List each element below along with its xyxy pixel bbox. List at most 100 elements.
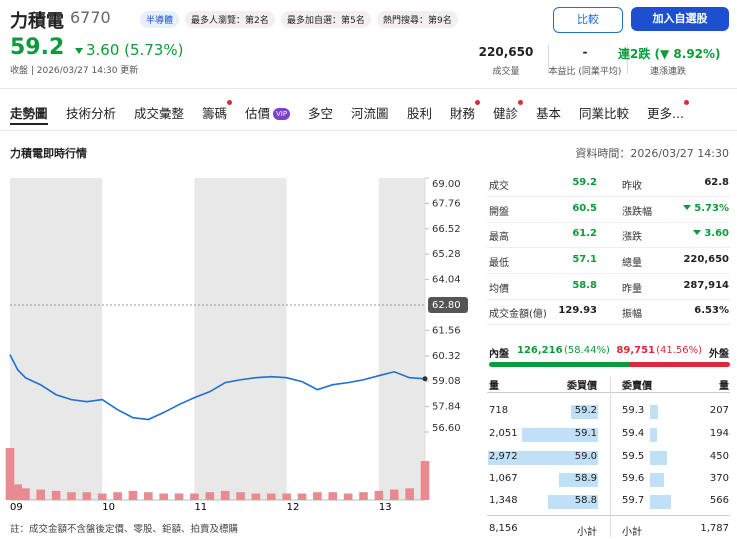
quote-cell: 均價	[489, 284, 509, 295]
ask-bar	[650, 428, 658, 442]
bid-price: 58.8	[574, 495, 597, 506]
stat-value: 220,650	[478, 45, 534, 59]
tab-label[interactable]: 籌碼	[202, 106, 228, 121]
change: 3.60 (5.73%)	[75, 41, 184, 59]
tab[interactable]: 健診	[493, 100, 524, 122]
outer-label: 外盤	[709, 349, 729, 360]
bid-qty: 718	[489, 405, 509, 416]
bid-price: 58.9	[574, 473, 597, 484]
volume-bar	[359, 492, 368, 500]
stat-label: 本益比 (同業平均)	[548, 67, 622, 77]
volume-bar	[174, 493, 184, 500]
tab-label[interactable]: 成交彙整	[134, 106, 185, 121]
ask-qty: 370	[709, 473, 729, 484]
tab-label[interactable]: 走勢圖	[10, 106, 48, 121]
tag: 最多人瀏覽：第2名	[185, 11, 275, 28]
quote-value: 3.60	[704, 228, 729, 239]
tab-label[interactable]: 同業比較	[579, 106, 630, 121]
quote-cell: 57.1	[572, 254, 597, 265]
divider	[487, 515, 730, 516]
volume-bar	[190, 493, 199, 500]
ask-bar	[650, 405, 658, 419]
bid-price: 59.1	[574, 428, 597, 439]
outer-value: 89,751	[616, 345, 655, 356]
tab-label[interactable]: 河流圖	[351, 106, 389, 121]
hour-band	[10, 178, 103, 500]
stock-code: 6770	[70, 8, 111, 27]
tab[interactable]: 技術分析	[66, 103, 116, 122]
tab[interactable]: 基本	[536, 103, 561, 122]
tab[interactable]: 河流圖	[351, 103, 389, 122]
tab[interactable]: 成交彙整	[134, 103, 184, 122]
volume-bar	[205, 492, 215, 500]
last-point	[422, 376, 428, 382]
tab-label[interactable]: 健診	[493, 106, 519, 121]
row-divider	[487, 273, 730, 274]
divider	[0, 130, 737, 131]
stat-value: -	[582, 45, 588, 59]
change-text: 3.60 (5.73%)	[86, 41, 184, 59]
section-time: 資料時間：2026/03/27 14:30	[575, 147, 729, 160]
quote-cell: 成交金額(億)	[489, 309, 547, 320]
bid-bar	[548, 495, 598, 509]
tab-label[interactable]: 多空	[308, 106, 334, 121]
y-tick-label: 57.84	[432, 402, 461, 413]
tab-label[interactable]: 技術分析	[66, 106, 117, 121]
tab-label[interactable]: 估價	[245, 106, 271, 121]
volume-bar	[236, 492, 245, 500]
ask-qty: 207	[709, 405, 729, 416]
volume-bar	[420, 461, 430, 500]
tab[interactable]: 財務	[450, 100, 481, 122]
bid-qty: 2,051	[489, 428, 518, 439]
quote-cell: 61.2	[572, 228, 597, 239]
y-tick-label: 59.08	[432, 376, 461, 387]
tab-underline	[10, 123, 48, 125]
inner-value: 126,216	[517, 345, 563, 356]
volume-bar	[405, 488, 414, 500]
tab[interactable]: 籌碼	[202, 100, 233, 122]
ask-price: 59.3	[622, 405, 645, 416]
volume-bar	[128, 490, 138, 500]
volume-bar	[313, 492, 322, 500]
divider	[487, 392, 730, 393]
tab[interactable]: 估價 VIP	[245, 103, 291, 122]
tab-label[interactable]: 財務	[450, 106, 476, 121]
tab-label[interactable]: 更多...	[647, 106, 684, 121]
tab[interactable]: 更多...	[647, 100, 689, 122]
ask-qty: 566	[709, 495, 729, 506]
down-arrow	[683, 205, 692, 210]
tab-label[interactable]: 股利	[407, 106, 433, 121]
add-watchlist-button[interactable]: 加入自選股	[631, 7, 729, 31]
tab[interactable]: 走勢圖	[10, 103, 48, 122]
tab[interactable]: 股利	[407, 103, 432, 122]
x-tick-label: 09	[10, 502, 23, 513]
bid-qty: 1,348	[489, 495, 518, 506]
down-arrow	[75, 48, 83, 54]
compare-button[interactable]: 比較	[553, 7, 623, 33]
order-header: 委買價	[567, 381, 597, 392]
bid-total: 8,156	[489, 523, 518, 534]
bid-qty: 2,972	[489, 451, 518, 462]
new-dot	[475, 100, 481, 105]
quote-value: 5.73%	[694, 203, 729, 214]
new-dot	[518, 100, 524, 105]
volume-bar	[220, 490, 230, 500]
tab-label[interactable]: 基本	[536, 106, 562, 121]
tab[interactable]: 同業比較	[579, 103, 629, 122]
quote-cell: 開盤	[489, 207, 509, 218]
inner-label: 內盤	[489, 349, 509, 360]
row-divider	[487, 247, 730, 248]
divider	[627, 44, 628, 74]
quote-cell: 最低	[489, 258, 509, 269]
volume-bar	[251, 493, 261, 500]
volume-bar	[5, 448, 15, 500]
down-arrow	[693, 230, 702, 235]
tab[interactable]: 多空	[308, 103, 333, 122]
quote-cell: 59.2	[572, 177, 597, 188]
hour-band	[194, 178, 287, 500]
chart: 09 10 11 12 13 69.00 67.76 66.52 65.28 64.04 61.56…	[5, 177, 468, 513]
status: 收盤 | 2026/03/27 14:30 更新	[10, 66, 139, 76]
ask-bar	[650, 495, 671, 509]
bid-bar	[488, 451, 598, 465]
order-header: 量	[719, 381, 729, 392]
